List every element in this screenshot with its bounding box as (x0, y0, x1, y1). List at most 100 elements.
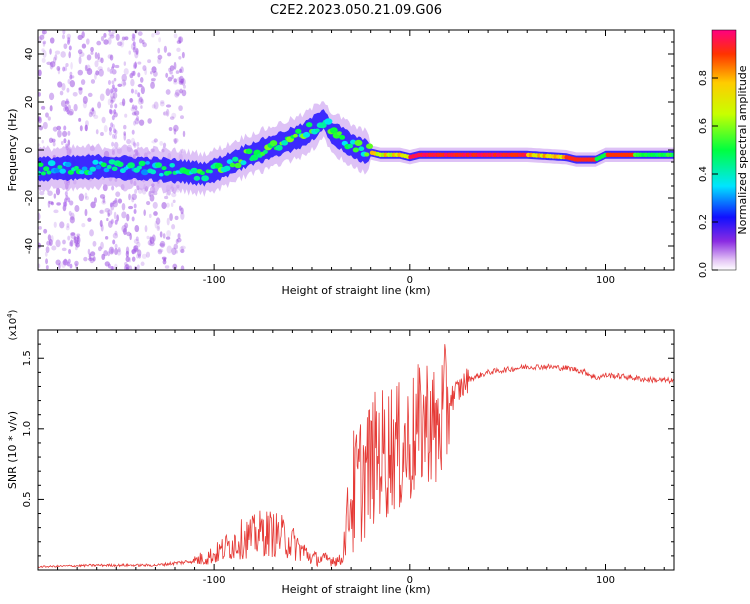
noise-speckle (106, 217, 109, 222)
ridge-blob (354, 139, 363, 146)
noise-speckle (65, 62, 69, 67)
noise-speckle (155, 217, 161, 225)
noise-speckle (153, 211, 158, 216)
noise-speckle (111, 141, 115, 147)
noise-speckle (169, 116, 175, 120)
noise-speckle (103, 124, 108, 133)
ridge-blob (167, 170, 172, 175)
ridge-blob (87, 171, 93, 175)
noise-speckle (131, 193, 137, 201)
noise-speckle (103, 32, 107, 38)
noise-speckle (65, 225, 70, 231)
noise-speckle (39, 34, 45, 40)
noise-speckle (81, 31, 85, 39)
noise-speckle (50, 201, 54, 206)
ridge-blob (169, 163, 175, 168)
noise-speckle (38, 225, 42, 230)
noise-speckle (66, 33, 71, 40)
noise-speckle (167, 52, 172, 57)
noise-speckle (134, 61, 137, 69)
noise-speckle (63, 106, 67, 112)
noise-speckle (92, 256, 96, 262)
noise-speckle (43, 228, 48, 234)
noise-speckle (53, 193, 57, 199)
noise-speckle (133, 245, 137, 251)
noise-speckle (181, 89, 187, 97)
noise-speckle (171, 224, 176, 230)
noise-speckle (111, 133, 115, 139)
noise-speckle (83, 256, 88, 262)
noise-speckle (180, 245, 186, 250)
noise-speckle (157, 54, 163, 60)
noise-speckle (170, 202, 174, 208)
noise-speckle (159, 243, 165, 247)
noise-speckle (165, 72, 169, 78)
noise-speckle (173, 128, 177, 135)
noise-speckle (179, 115, 184, 120)
noise-speckle (64, 66, 68, 72)
noise-speckle (173, 33, 178, 39)
noise-speckle (42, 50, 47, 58)
noise-speckle (137, 97, 143, 105)
noise-speckle (68, 51, 71, 59)
noise-speckle (129, 98, 134, 103)
noise-speckle (42, 121, 48, 130)
noise-speckle (67, 79, 71, 85)
noise-speckle (122, 81, 127, 86)
noise-speckle (137, 61, 142, 65)
noise-speckle (149, 241, 155, 247)
ridge-blob (336, 131, 342, 136)
noise-speckle (69, 80, 76, 88)
noise-speckle (111, 63, 115, 69)
noise-speckle (113, 141, 119, 149)
noise-speckle (51, 245, 57, 251)
colorbar-tick-label: 0.8 (698, 70, 709, 86)
spectrogram-ylabel: Frequency (Hz) (6, 109, 19, 192)
noise-speckle (57, 81, 63, 88)
noise-speckle (168, 67, 172, 72)
noise-speckle (45, 112, 49, 118)
noise-speckle (130, 137, 136, 146)
noise-speckle (87, 92, 93, 97)
ridge-blob (671, 152, 674, 157)
noise-speckle (105, 88, 111, 96)
x-tick-label: 100 (596, 275, 615, 286)
noise-speckle (134, 110, 140, 116)
noise-speckle (130, 78, 135, 87)
noise-speckle (100, 36, 105, 42)
noise-speckle (38, 69, 42, 77)
noise-speckle (116, 249, 122, 256)
noise-speckle (100, 241, 104, 250)
noise-speckle (163, 257, 167, 262)
noise-speckle (109, 34, 115, 39)
noise-speckle (68, 210, 72, 216)
noise-speckle (131, 71, 135, 77)
noise-speckle (165, 108, 170, 117)
noise-speckle (77, 49, 83, 55)
noise-speckle (74, 260, 79, 267)
noise-speckle (178, 105, 183, 112)
ridge-blob (161, 166, 167, 171)
noise-speckle (138, 96, 143, 103)
noise-speckle (68, 45, 72, 51)
noise-speckle (96, 56, 102, 63)
noise-speckle (113, 211, 117, 220)
noise-speckle (157, 249, 163, 255)
noise-speckle (174, 138, 177, 145)
noise-speckle (162, 142, 167, 148)
noise-speckle (111, 115, 115, 121)
spectrogram-xlabel: Height of straight line (km) (281, 284, 430, 297)
ridge-blob (190, 167, 198, 174)
noise-speckle (119, 39, 125, 48)
noise-speckle (135, 47, 139, 55)
noise-speckle (133, 120, 137, 126)
noise-speckle (153, 101, 159, 110)
noise-speckle (111, 30, 116, 35)
noise-speckle (81, 43, 87, 49)
noise-speckle (87, 248, 91, 255)
ridge-blob (95, 165, 102, 170)
noise-speckle (64, 100, 70, 105)
ridge-blob (150, 169, 157, 175)
noise-speckle (113, 134, 117, 140)
